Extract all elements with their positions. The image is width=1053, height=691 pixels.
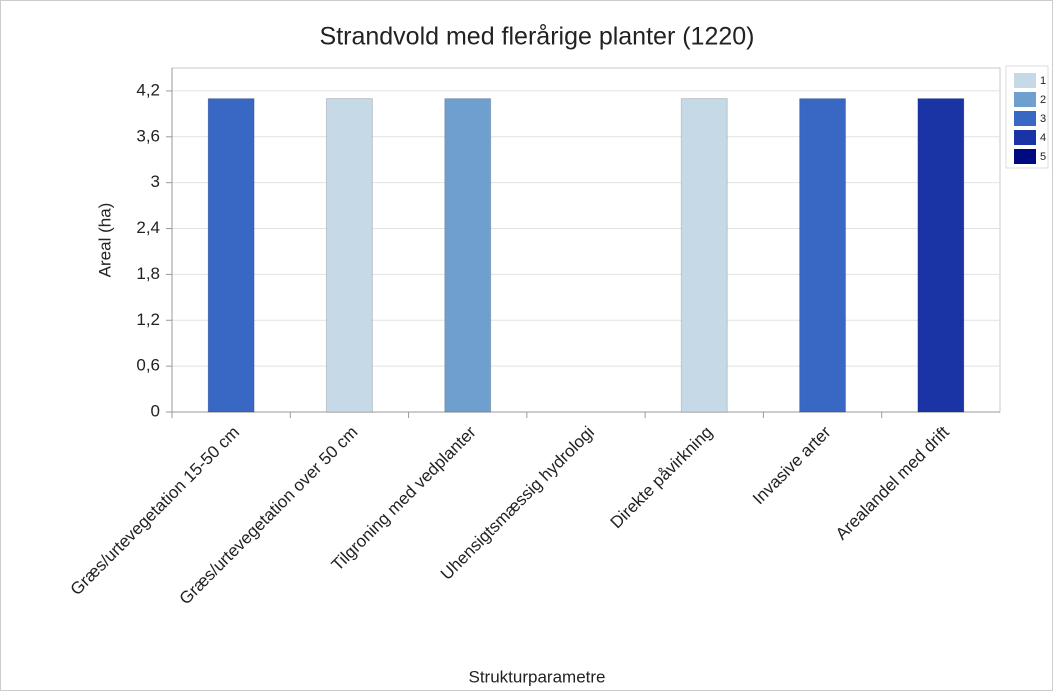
y-tick-label: 3: [151, 172, 160, 191]
legend-swatch: [1014, 149, 1036, 164]
legend-swatch: [1014, 130, 1036, 145]
y-tick-label: 3,6: [136, 126, 160, 145]
bar: [444, 98, 492, 413]
legend-label: 1: [1040, 75, 1046, 87]
plot-area: [171, 67, 1001, 413]
legend-swatch: [1014, 111, 1036, 126]
legend-label: 2: [1040, 94, 1046, 106]
y-axis-label: Areal (ha): [95, 203, 114, 278]
legend-label: 5: [1040, 151, 1046, 163]
y-tick-label: 0,6: [136, 356, 160, 375]
x-axis-label: Strukturparametre: [469, 667, 606, 686]
legend-label: 3: [1040, 113, 1046, 125]
y-tick-label: 1,2: [136, 310, 160, 329]
bar: [799, 98, 847, 413]
bar: [680, 98, 728, 413]
y-tick-label: 4,2: [136, 80, 160, 99]
chart-title: Strandvold med flerårige planter (1220): [320, 23, 755, 51]
bar: [325, 98, 373, 413]
legend-swatch: [1014, 73, 1036, 88]
y-tick-label: 0: [151, 401, 160, 420]
bar: [207, 98, 255, 413]
y-tick-label: 1,8: [136, 264, 160, 283]
legend-label: 4: [1040, 132, 1046, 144]
y-tick-label: 2,4: [136, 218, 160, 237]
legend-swatch: [1014, 92, 1036, 107]
bar: [917, 98, 965, 413]
